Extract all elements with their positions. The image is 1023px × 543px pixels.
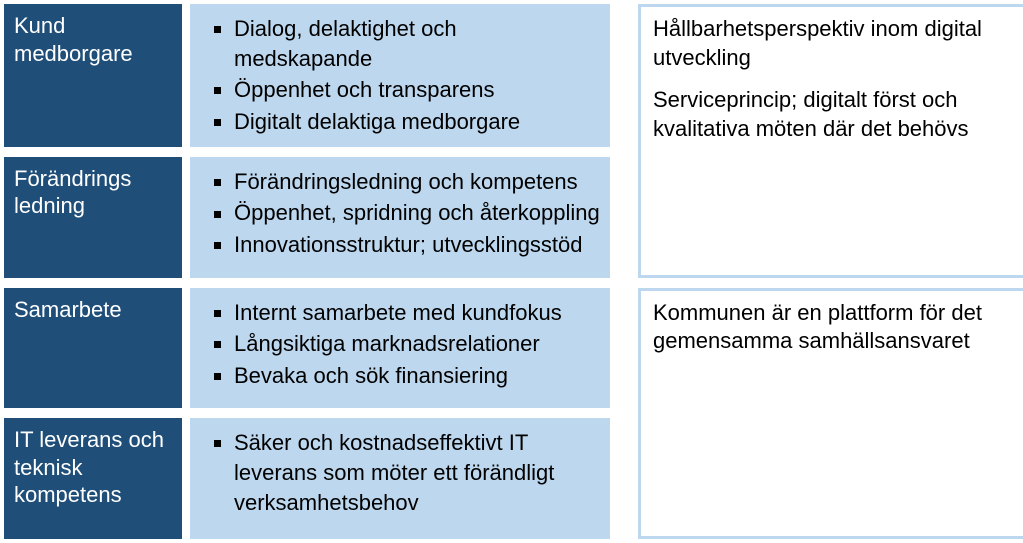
row-label-forandring: Förändrings ledning: [4, 157, 182, 278]
spacer: [618, 418, 630, 539]
row-label-text: Förändrings ledning: [14, 165, 172, 220]
bullet-item: Dialog, delaktighet och medskapande: [200, 14, 600, 73]
row-bullets-kund: Dialog, delaktighet och medskapande Öppe…: [190, 4, 610, 147]
right-box-bottom: Kommunen är en plattform för det gemensa…: [638, 288, 1023, 540]
spacer: [618, 4, 630, 147]
row-label-samarbete: Samarbete: [4, 288, 182, 409]
right-box-top: Hållbarhetsperspektiv inom digital utvec…: [638, 4, 1023, 278]
bullet-item: Öppenhet, spridning och återkoppling: [200, 198, 600, 228]
bullet-item: Innovationsstruktur; utvecklingsstöd: [200, 230, 600, 260]
spacer: [618, 288, 630, 409]
bullet-item: Internt samarbete med kundfokus: [200, 298, 600, 328]
right-paragraph: Serviceprincip; digitalt först och kvali…: [653, 86, 1023, 143]
row-bullets-itleverans: Säker och kostnadseffektivt IT leverans …: [190, 418, 610, 539]
right-paragraph: Hållbarhetsperspektiv inom digital utvec…: [653, 15, 1023, 72]
row-bullets-samarbete: Internt samarbete med kundfokus Långsikt…: [190, 288, 610, 409]
row-label-kund: Kund medborgare: [4, 4, 182, 147]
bullet-item: Digitalt delaktiga medborgare: [200, 107, 600, 137]
row-label-text: Kund medborgare: [14, 12, 172, 67]
spacer: [618, 157, 630, 278]
bullet-item: Långsiktiga marknadsrelationer: [200, 329, 600, 359]
row-label-text: IT leverans och teknisk kompetens: [14, 426, 172, 509]
bullet-item: Bevaka och sök finansiering: [200, 361, 600, 391]
right-paragraph: Kommunen är en plattform för det gemensa…: [653, 299, 1023, 356]
bullet-item: Förändringsledning och kompetens: [200, 167, 600, 197]
framework-grid: Kund medborgare Dialog, delaktighet och …: [4, 4, 1019, 539]
row-label-itleverans: IT leverans och teknisk kompetens: [4, 418, 182, 539]
row-label-text: Samarbete: [14, 296, 122, 324]
bullet-item: Säker och kostnadseffektivt IT leverans …: [200, 428, 600, 517]
row-bullets-forandring: Förändringsledning och kompetens Öppenhe…: [190, 157, 610, 278]
bullet-item: Öppenhet och transparens: [200, 75, 600, 105]
